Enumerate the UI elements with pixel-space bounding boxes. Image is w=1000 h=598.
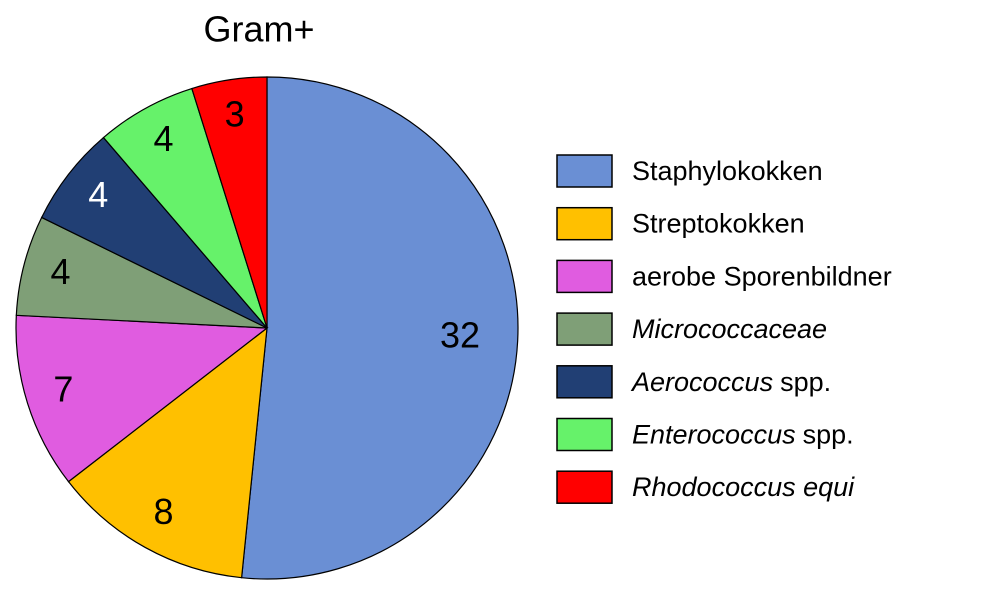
data-label: 32 bbox=[440, 314, 480, 355]
legend-label-part: aerobe Sporenbildner bbox=[632, 262, 892, 292]
data-label: 7 bbox=[53, 368, 73, 409]
pie-slice bbox=[15, 314, 269, 483]
legend-label: Micrococcaceae bbox=[632, 314, 827, 344]
legend-label-part: spp. bbox=[803, 420, 854, 450]
legend-swatch bbox=[556, 312, 613, 346]
legend-swatch bbox=[556, 365, 613, 399]
legend-label: Staphylokokken bbox=[632, 156, 823, 186]
legend-label-part: spp. bbox=[780, 367, 831, 397]
legend-label-part: Aerococcus bbox=[630, 367, 773, 397]
legend-label-part: Enterococcus bbox=[632, 420, 796, 450]
legend-swatch bbox=[556, 259, 613, 294]
data-label: 3 bbox=[225, 94, 245, 135]
legend-label: Rhodococcus equi bbox=[632, 472, 855, 502]
pie-slice bbox=[67, 326, 268, 579]
data-label: 4 bbox=[88, 174, 108, 215]
legend-swatch bbox=[556, 417, 613, 452]
pie-slice bbox=[191, 76, 268, 329]
legend-label: Enterococcus spp. bbox=[632, 420, 854, 450]
legend-label-part: Streptokokken bbox=[632, 209, 805, 239]
legend-label-part: Rhodococcus equi bbox=[632, 472, 855, 502]
legend-label: Streptokokken bbox=[632, 209, 805, 239]
pie-slice bbox=[240, 76, 519, 580]
legend-label: aerobe Sporenbildner bbox=[632, 262, 892, 292]
chart-title: Gram+ bbox=[203, 9, 314, 50]
legend-label-part: Staphylokokken bbox=[632, 156, 823, 186]
legend-swatch bbox=[556, 154, 613, 188]
legend-label-part: Micrococcaceae bbox=[632, 314, 827, 344]
data-label: 4 bbox=[50, 251, 70, 292]
legend-swatch bbox=[556, 470, 613, 504]
data-label: 4 bbox=[153, 118, 173, 159]
legend-label: Aerococcus spp. bbox=[630, 367, 831, 397]
data-label: 8 bbox=[153, 491, 173, 532]
legend-swatch bbox=[556, 206, 613, 241]
